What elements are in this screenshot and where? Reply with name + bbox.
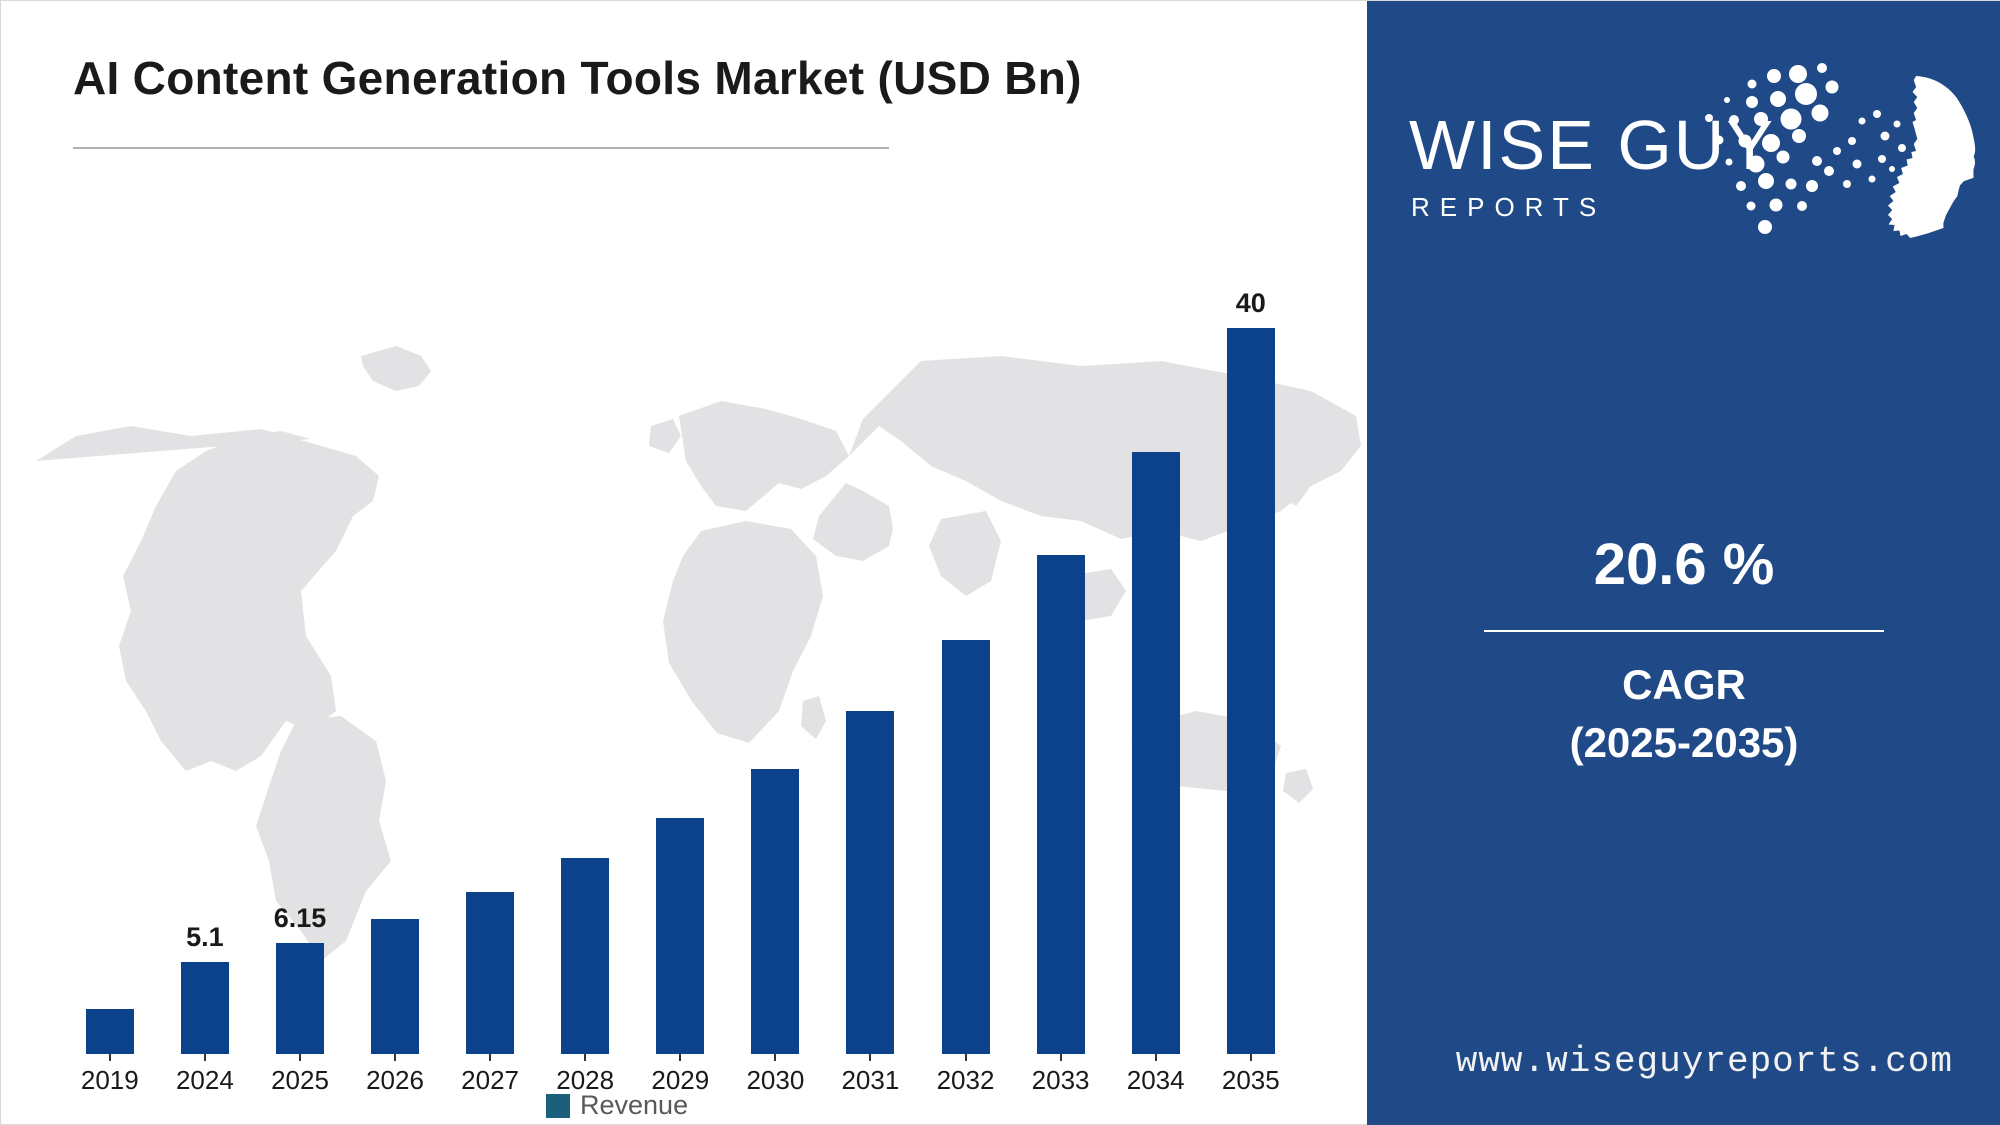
- svg-text:WISE GUY: WISE GUY: [1409, 106, 1775, 184]
- svg-text:REPORTS: REPORTS: [1411, 192, 1606, 222]
